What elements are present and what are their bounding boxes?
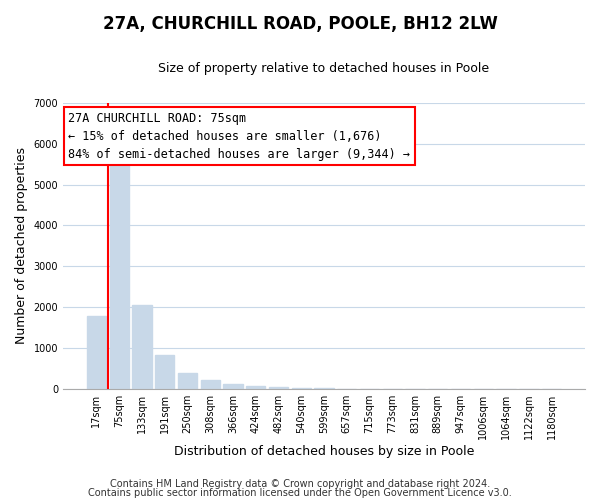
Text: Contains public sector information licensed under the Open Government Licence v3: Contains public sector information licen… (88, 488, 512, 498)
Y-axis label: Number of detached properties: Number of detached properties (15, 148, 28, 344)
Bar (110, 154, 129, 388)
X-axis label: Distribution of detached houses by size in Poole: Distribution of detached houses by size … (174, 444, 474, 458)
Bar (246, 386, 265, 388)
Bar (200, 380, 220, 388)
Text: Contains HM Land Registry data © Crown copyright and database right 2024.: Contains HM Land Registry data © Crown c… (110, 479, 490, 489)
Title: Size of property relative to detached houses in Poole: Size of property relative to detached ho… (158, 62, 490, 76)
Text: 27A CHURCHILL ROAD: 75sqm
← 15% of detached houses are smaller (1,676)
84% of se: 27A CHURCHILL ROAD: 75sqm ← 15% of detac… (68, 112, 410, 160)
Bar (223, 384, 242, 388)
Bar (269, 387, 288, 388)
Bar (132, 305, 152, 388)
Bar (87, 316, 106, 388)
Bar (178, 374, 197, 388)
Text: 27A, CHURCHILL ROAD, POOLE, BH12 2LW: 27A, CHURCHILL ROAD, POOLE, BH12 2LW (103, 15, 497, 33)
Bar (155, 354, 175, 388)
